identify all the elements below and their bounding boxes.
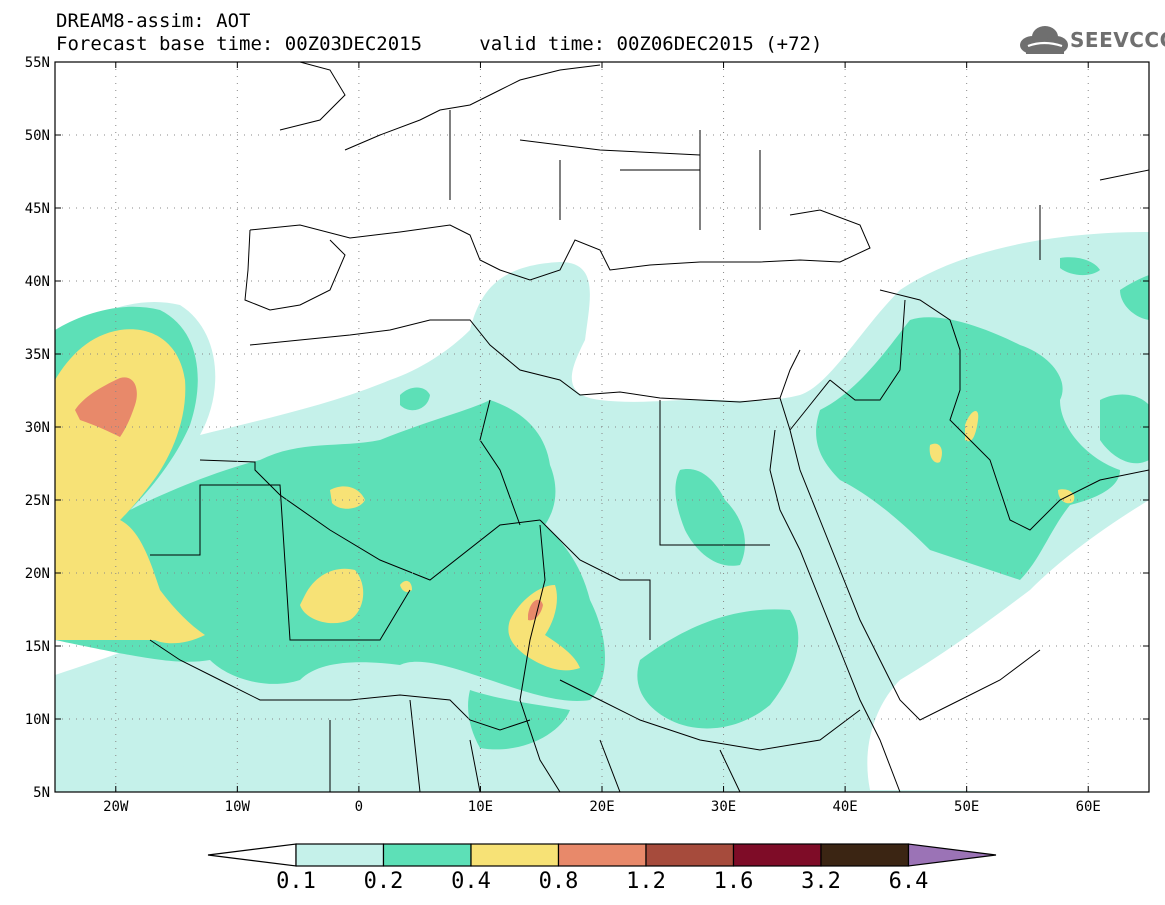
colorbar-label: 0.8 [539, 869, 579, 894]
lon-tick-label: 0 [355, 799, 363, 815]
logo-text: SEEVCCC [1070, 28, 1165, 52]
time-info: Forecast base time: 00Z03DEC2015 valid t… [56, 33, 822, 55]
colorbar-segment [820, 843, 910, 867]
lat-tick-label: 25N [25, 493, 50, 509]
colorbar-segment [382, 843, 472, 867]
colorbar-segment [732, 843, 822, 867]
lon-tick-label: 50E [954, 799, 979, 815]
map-frame [54, 61, 1150, 793]
lon-tick-label: 40E [832, 799, 857, 815]
colorbar-segment [557, 843, 647, 867]
lat-tick-label: 40N [25, 274, 50, 290]
lon-tick-label: 10E [468, 799, 493, 815]
lat-tick-label: 30N [25, 420, 50, 436]
map-gridlines [55, 61, 1149, 793]
colorbar-segment [645, 843, 735, 867]
aot-contours [55, 232, 1149, 792]
colorbar-label: 1.2 [626, 869, 666, 894]
lat-tick-label: 15N [25, 639, 50, 655]
country-borders [149, 62, 1149, 792]
lon-tick-label: 20W [103, 799, 129, 815]
colorbar-segment [295, 843, 385, 867]
colorbar-label: 0.2 [364, 869, 404, 894]
colorbar: 0.1 0.2 0.4 0.8 1.2 1.6 3.2 6.4 [207, 843, 997, 894]
colorbar-label: 6.4 [889, 869, 929, 894]
seevccc-logo: SEEVCCC [1018, 24, 1165, 58]
colorbar-segment [470, 843, 560, 867]
colorbar-under-arrow [207, 843, 297, 867]
latitude-labels: 55N 50N 45N 40N 35N 30N 25N 20N 15N 10N 5N [25, 55, 50, 801]
lat-tick-label: 5N [33, 785, 50, 801]
aot-level-0.2 [55, 257, 1149, 750]
colorbar-label: 1.6 [714, 869, 754, 894]
valid-time: valid time: 00Z06DEC2015 (+72) [479, 33, 823, 55]
forecast-base-time: Forecast base time: 00Z03DEC2015 [56, 33, 423, 55]
colorbar-over-arrow [907, 843, 997, 867]
lat-tick-label: 20N [25, 566, 50, 582]
lat-tick-label: 50N [25, 128, 50, 144]
lon-tick-label: 20E [589, 799, 614, 815]
colorbar-label: 0.1 [276, 869, 316, 894]
colorbar-label: 3.2 [801, 869, 841, 894]
lat-tick-label: 10N [25, 712, 50, 728]
lat-tick-label: 55N [25, 55, 50, 71]
lon-tick-label: 10W [225, 799, 251, 815]
model-title: DREAM8-assim: AOT [56, 10, 251, 32]
lon-tick-label: 30E [711, 799, 736, 815]
longitude-labels: 20W 10W 0 10E 20E 30E 40E 50E 60E [103, 799, 1101, 815]
colorbar-label: 0.4 [451, 869, 491, 894]
lat-tick-label: 35N [25, 347, 50, 363]
lon-tick-label: 60E [1076, 799, 1101, 815]
lat-tick-label: 45N [25, 201, 50, 217]
cloud-logo-icon [1020, 26, 1068, 54]
